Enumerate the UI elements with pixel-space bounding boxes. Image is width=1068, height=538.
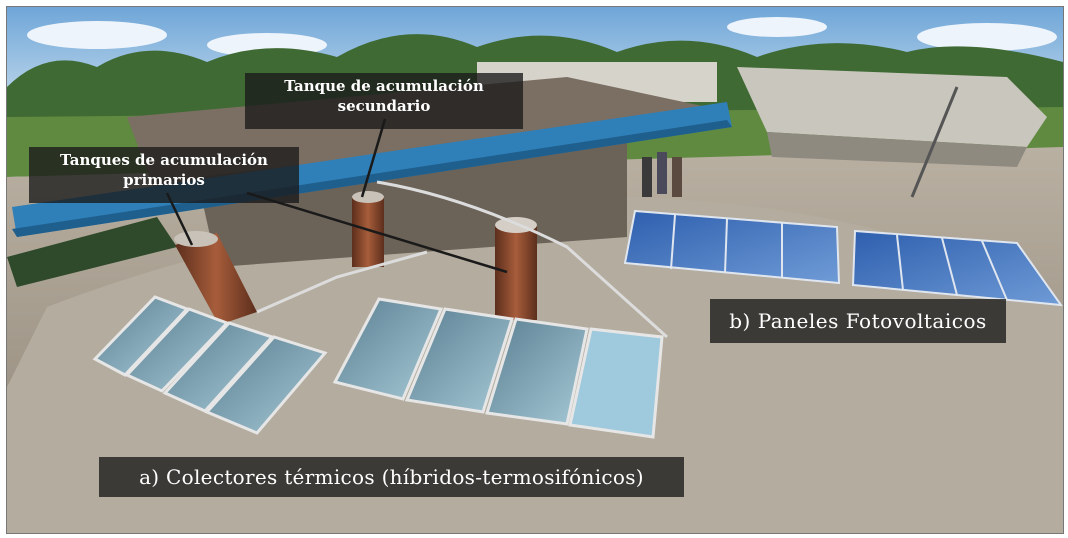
greenhouse-wall <box>767 132 1027 167</box>
label-thermal-collectors: a) Colectores térmicos (híbridos-termosi… <box>99 457 684 497</box>
pipe <box>256 250 428 314</box>
blue-roof-edge-shadow <box>12 120 732 237</box>
person <box>657 152 667 194</box>
pole <box>910 86 959 198</box>
secondary-tank <box>495 217 537 320</box>
person <box>642 157 652 197</box>
primary-tank-middle <box>352 191 384 267</box>
label-secondary-tank-line1: Tanque de acumulación <box>284 77 484 95</box>
grid-structure <box>7 217 177 287</box>
thermal-collectors-left <box>92 295 328 435</box>
label-primary-tanks-line2: primarios <box>123 170 205 189</box>
label-primary-tanks-line1: Tanques de acumulación <box>60 151 268 169</box>
label-secondary-tank-line2: secundario <box>337 96 431 115</box>
person <box>672 157 682 197</box>
greenhouse-roof <box>737 67 1047 147</box>
pipe <box>376 180 669 339</box>
label-primary-tanks: Tanques de acumulación primarios <box>29 147 299 203</box>
primary-tank-left <box>174 231 257 325</box>
thermal-collectors-middle <box>332 297 664 439</box>
pointer-line <box>360 118 387 198</box>
photo-scene <box>7 7 1063 533</box>
pv-array-right <box>851 229 1063 307</box>
cloud <box>727 17 827 37</box>
aerial-photo: Tanques de acumulación primarios Tanque … <box>6 6 1064 534</box>
label-pv-panels: b) Paneles Fotovoltaicos <box>710 299 1006 343</box>
pv-array-left <box>623 209 841 285</box>
cloud <box>27 21 167 49</box>
cloud <box>917 23 1057 51</box>
label-secondary-tank: Tanque de acumulación secundario <box>245 73 523 129</box>
pointer-line <box>246 191 508 274</box>
